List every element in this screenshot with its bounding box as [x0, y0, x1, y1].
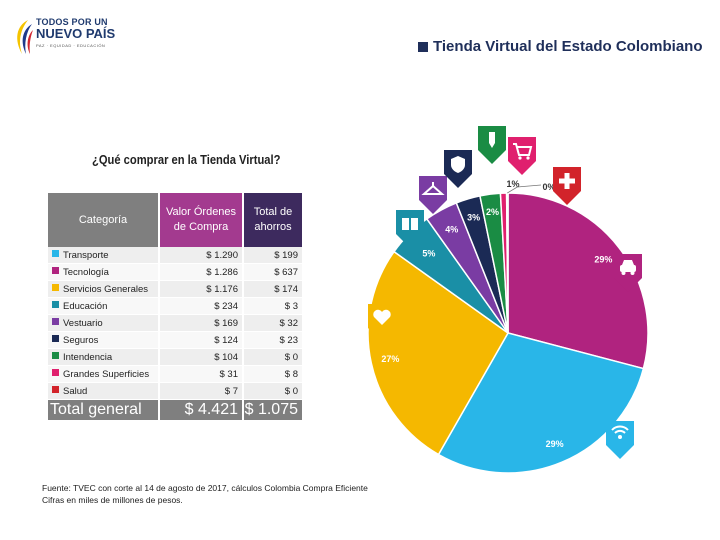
table-total-row: Total general $ 4.421 $ 1.075 [48, 399, 302, 421]
table-row: Seguros $ 124 $ 23 [48, 331, 302, 349]
header-savings: Total de ahorros [242, 193, 302, 247]
row-color-swatch [52, 386, 59, 394]
pie-label: 3% [467, 213, 480, 223]
row-orders: $ 104 [158, 348, 243, 366]
row-color-swatch [52, 284, 59, 292]
row-color-swatch [52, 335, 59, 343]
title-bullet [418, 42, 428, 52]
pie-label: 29% [594, 254, 612, 264]
source-line1: Fuente: TVEC con corte al 14 de agosto d… [42, 483, 368, 493]
row-category: Tecnología [48, 263, 159, 281]
purchases-table: Categoría Valor Órdenes de Compra Total … [48, 193, 302, 421]
row-savings: $ 174 [242, 280, 302, 298]
logo-line3: PAZ · EQUIDAD · EDUCACIÓN [36, 43, 106, 48]
row-orders: $ 1.286 [158, 263, 243, 281]
shield-icon [444, 150, 472, 188]
health-icon [553, 167, 581, 205]
table-row: Salud $ 7 $ 0 [48, 382, 302, 400]
pie-label: 1% [506, 179, 519, 189]
row-color-swatch [52, 250, 59, 258]
row-category-label: Seguros [63, 334, 99, 346]
row-category-label: Servicios Generales [63, 283, 149, 295]
row-category: Salud [48, 382, 159, 400]
row-category: Seguros [48, 331, 159, 349]
row-color-swatch [52, 318, 59, 326]
row-savings: $ 8 [242, 365, 302, 383]
total-savings: $ 1.075 [242, 399, 302, 421]
row-category: Servicios Generales [48, 280, 159, 298]
logo: TODOS POR UN NUEVO PAÍS PAZ · EQUIDAD · … [12, 14, 132, 64]
table-row: Educación $ 234 $ 3 [48, 297, 302, 315]
row-savings: $ 32 [242, 314, 302, 332]
row-category-label: Salud [63, 385, 88, 397]
pie-slice-servicios-generales [367, 250, 509, 456]
car-icon [614, 254, 642, 292]
row-category-label: Intendencia [63, 351, 113, 363]
row-category: Educación [48, 297, 159, 315]
table-row: Grandes Superficies $ 31 $ 8 [48, 365, 302, 383]
row-category-label: Educación [63, 300, 108, 312]
hanger-icon [419, 176, 447, 214]
pie-label: 0% [542, 182, 555, 192]
row-category: Intendencia [48, 348, 159, 366]
table-row: Vestuario $ 169 $ 32 [48, 314, 302, 332]
pen-icon [478, 126, 506, 164]
row-category-label: Grandes Superficies [63, 368, 150, 380]
row-orders: $ 31 [158, 365, 243, 383]
row-category: Transporte [48, 247, 159, 264]
logo-line1: TODOS POR UN [36, 17, 108, 27]
pie-slice-tecnología [507, 192, 649, 370]
row-color-swatch [52, 301, 59, 309]
source-note: Fuente: TVEC con corte al 14 de agosto d… [42, 482, 368, 506]
logo-line2: NUEVO PAÍS [36, 26, 116, 41]
row-savings: $ 23 [242, 331, 302, 349]
total-orders: $ 4.421 [158, 399, 243, 421]
table-header-row: Categoría Valor Órdenes de Compra Total … [48, 193, 302, 247]
icon-marker-shape [614, 254, 642, 292]
row-color-swatch [52, 369, 59, 377]
row-category: Vestuario [48, 314, 159, 332]
row-orders: $ 169 [158, 314, 243, 332]
row-savings: $ 199 [242, 247, 302, 264]
pie-slice-transporte [437, 332, 645, 474]
row-savings: $ 0 [242, 382, 302, 400]
pie-label: 2% [486, 207, 499, 217]
row-savings: $ 0 [242, 348, 302, 366]
pie-label: 5% [422, 249, 435, 259]
row-category-label: Transporte [63, 249, 109, 261]
education-icon [396, 210, 424, 248]
icon-marker-shape [606, 421, 634, 459]
row-orders: $ 124 [158, 331, 243, 349]
page-title: Tienda Virtual del Estado Colombiano [433, 38, 703, 55]
row-category: Grandes Superficies [48, 365, 159, 383]
table-row: Intendencia $ 104 $ 0 [48, 348, 302, 366]
table-row: Transporte $ 1.290 $ 199 [48, 247, 302, 264]
row-category-label: Vestuario [63, 317, 103, 329]
row-savings: $ 3 [242, 297, 302, 315]
pie-leader-line [507, 184, 542, 194]
row-category-label: Tecnología [63, 266, 109, 278]
table-question: ¿Qué comprar en la Tienda Virtual? [92, 152, 281, 167]
header-orders: Valor Órdenes de Compra [158, 193, 243, 247]
table-row: Tecnología $ 1.286 $ 637 [48, 263, 302, 281]
row-color-swatch [52, 267, 59, 275]
service-icon [368, 304, 396, 342]
header-category: Categoría [48, 193, 159, 247]
wifi-icon [606, 421, 634, 459]
logo-flag-icon [17, 20, 33, 54]
cart-icon [508, 137, 536, 175]
pie-label: 4% [445, 225, 458, 235]
source-line2: Cifras en miles de millones de pesos. [42, 495, 183, 505]
table-row: Servicios Generales $ 1.176 $ 174 [48, 280, 302, 298]
row-orders: $ 1.176 [158, 280, 243, 298]
row-orders: $ 7 [158, 382, 243, 400]
row-savings: $ 637 [242, 263, 302, 281]
row-orders: $ 1.290 [158, 247, 243, 264]
pie-label: 29% [546, 439, 564, 449]
row-color-swatch [52, 352, 59, 360]
row-orders: $ 234 [158, 297, 243, 315]
total-label: Total general [48, 399, 159, 421]
pie-label: 27% [381, 354, 399, 364]
